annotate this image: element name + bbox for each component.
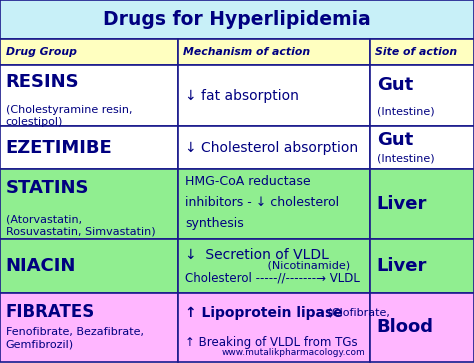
Text: inhibitors - ↓ cholesterol: inhibitors - ↓ cholesterol — [185, 196, 339, 209]
Text: ↑ Breaking of VLDL from TGs: ↑ Breaking of VLDL from TGs — [185, 336, 357, 349]
Text: Drugs for Hyperlipidemia: Drugs for Hyperlipidemia — [103, 10, 371, 29]
Text: (Intestine): (Intestine) — [377, 154, 435, 163]
Bar — [0, 169, 178, 239]
Bar — [178, 293, 370, 362]
Text: STATINS: STATINS — [6, 179, 89, 197]
Text: Mechanism of action: Mechanism of action — [183, 47, 310, 57]
Bar — [0, 39, 178, 65]
Bar — [0, 0, 474, 39]
Text: (Cholestyramine resin,
colestipol): (Cholestyramine resin, colestipol) — [6, 105, 132, 127]
Text: Gut: Gut — [377, 76, 413, 94]
Text: (Nicotinamide): (Nicotinamide) — [264, 261, 351, 271]
Bar — [370, 39, 474, 65]
Bar — [370, 239, 474, 293]
Bar — [178, 65, 370, 126]
Text: Fenofibrate, Bezafibrate,
Gemfibrozil): Fenofibrate, Bezafibrate, Gemfibrozil) — [6, 327, 144, 349]
Text: Gut: Gut — [377, 131, 413, 149]
Bar — [370, 126, 474, 169]
Text: Liver: Liver — [377, 257, 427, 275]
Text: RESINS: RESINS — [6, 73, 79, 91]
Text: Site of action: Site of action — [375, 47, 457, 57]
Text: (Intestine): (Intestine) — [377, 106, 435, 116]
Bar — [0, 239, 178, 293]
Bar — [0, 65, 178, 126]
Text: Cholesterol -----//-------→ VLDL: Cholesterol -----//-------→ VLDL — [185, 271, 360, 284]
Text: www.mutalikpharmacology.com: www.mutalikpharmacology.com — [221, 348, 365, 357]
Bar — [370, 65, 474, 126]
Bar — [178, 169, 370, 239]
Text: FIBRATES: FIBRATES — [6, 303, 95, 321]
Text: Drug Group: Drug Group — [6, 47, 77, 57]
Text: ↓ fat absorption: ↓ fat absorption — [185, 89, 299, 103]
Bar — [370, 169, 474, 239]
Text: NIACIN: NIACIN — [6, 257, 76, 275]
Bar — [0, 126, 178, 169]
Text: (Atorvastatin,
Rosuvastatin, Simvastatin): (Atorvastatin, Rosuvastatin, Simvastatin… — [6, 215, 155, 237]
Text: (Clofibrate,: (Clofibrate, — [324, 307, 390, 317]
Text: synthesis: synthesis — [185, 217, 244, 230]
Text: Liver: Liver — [377, 195, 427, 213]
Text: Blood: Blood — [377, 318, 434, 337]
Text: ↑ Lipoprotein lipase: ↑ Lipoprotein lipase — [185, 306, 343, 321]
Text: ↓ Cholesterol absorption: ↓ Cholesterol absorption — [185, 141, 358, 155]
Bar — [370, 293, 474, 362]
Bar — [0, 293, 178, 362]
Text: HMG-CoA reductase: HMG-CoA reductase — [185, 175, 310, 188]
Bar — [178, 239, 370, 293]
Bar — [178, 126, 370, 169]
Text: EZETIMIBE: EZETIMIBE — [6, 139, 112, 157]
Text: ↓  Secretion of VLDL: ↓ Secretion of VLDL — [185, 248, 329, 262]
Bar — [178, 39, 370, 65]
